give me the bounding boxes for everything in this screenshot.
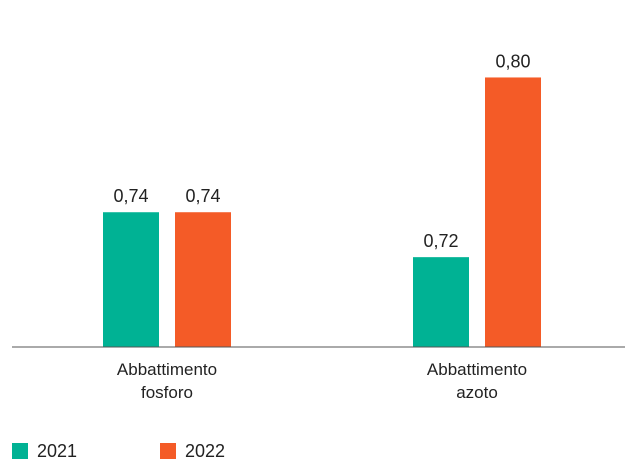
legend-label-2022: 2022 (185, 441, 225, 460)
category-label-1-line-0: Abbattimento (427, 360, 527, 379)
legend-swatch-2021 (12, 443, 28, 459)
data-label-2022-0: 0,74 (185, 186, 220, 206)
bar-2022-1 (485, 77, 541, 347)
bar-2021-1 (413, 257, 469, 347)
legend-swatch-2022 (160, 443, 176, 459)
bar-2021-0 (103, 212, 159, 347)
category-label-0-line-1: fosforo (141, 383, 193, 402)
bar-2022-0 (175, 212, 231, 347)
data-label-2021-1: 0,72 (423, 231, 458, 251)
data-label-2022-1: 0,80 (495, 51, 530, 71)
legend: 2021 2022 (12, 441, 225, 460)
category-label-1-line-1: azoto (456, 383, 498, 402)
legend-label-2021: 2021 (37, 441, 77, 460)
data-label-2021-0: 0,74 (113, 186, 148, 206)
category-label-0-line-0: Abbattimento (117, 360, 217, 379)
category-labels: Abbattimento fosforo Abbattimento azoto (117, 360, 527, 402)
bars-layer: 0,74 0,72 0,74 0,80 (103, 51, 541, 347)
